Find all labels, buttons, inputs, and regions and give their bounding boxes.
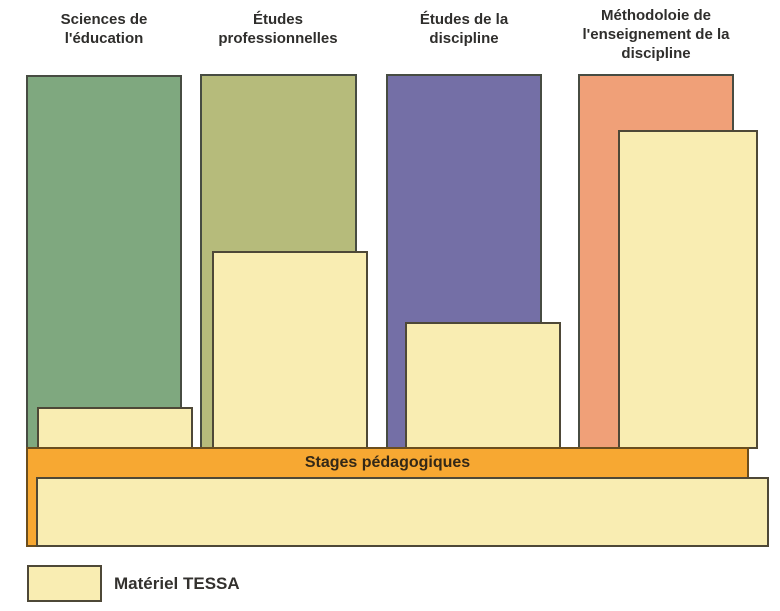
header-methodologie-enseignement: Méthodoloie de l'enseignement de la disc… — [582, 7, 730, 62]
header-etudes-professionnelles: Études professionnelles — [218, 11, 338, 47]
legend-tessa-swatch — [27, 565, 102, 602]
tessa-overlay-etudes-professionnelles — [212, 251, 368, 450]
tessa-overlay-sciences-education — [37, 407, 193, 450]
column-sciences-education — [26, 75, 182, 450]
header-etudes-discipline: Études de la discipline — [419, 11, 509, 47]
tessa-overlay-methodologie-enseignement — [618, 130, 758, 449]
header-sciences-education: Sciences de l'éducation — [60, 11, 148, 47]
tessa-overlay-etudes-discipline — [405, 322, 561, 450]
legend-tessa-label: Matériel TESSA — [114, 574, 240, 593]
stages-pedagogiques-label: Stages pédagogiques — [304, 454, 471, 471]
tessa-base-overlay — [36, 477, 769, 547]
